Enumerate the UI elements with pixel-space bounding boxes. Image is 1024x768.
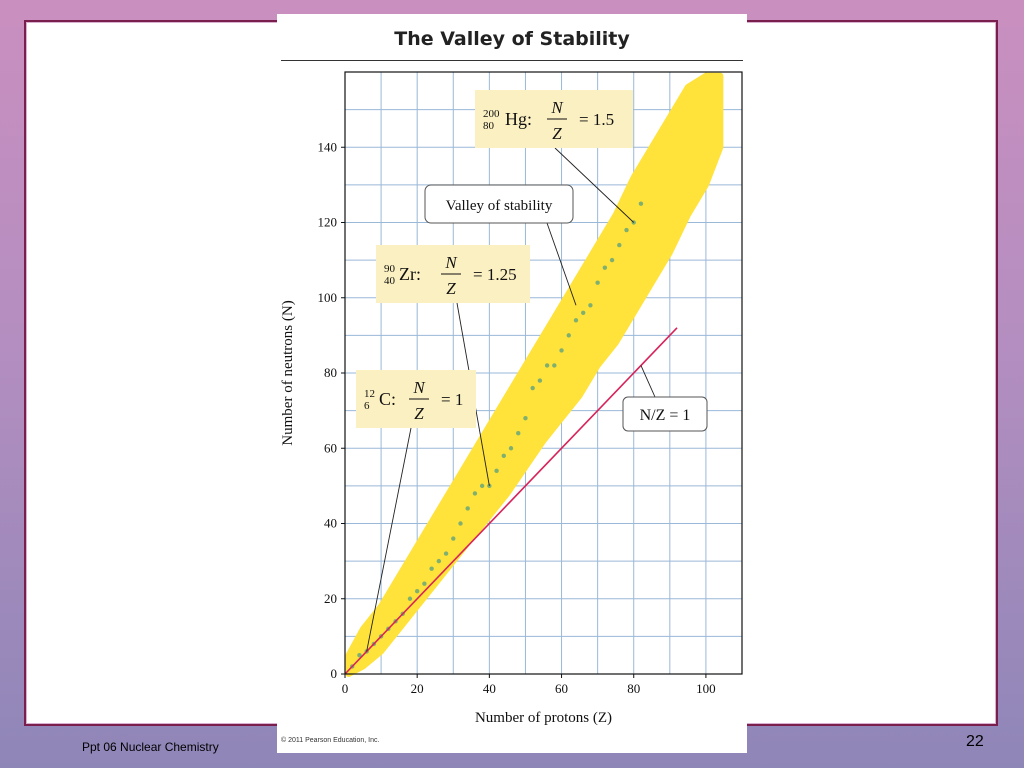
- stable-isotope-point: [407, 596, 413, 601]
- stable-isotope-point: [609, 257, 615, 263]
- x-tick-label: 0: [342, 681, 349, 696]
- callout-leader-hg: [554, 147, 635, 223]
- isotope-symbol: C:: [379, 389, 396, 409]
- isotope-symbol: Zr:: [399, 264, 421, 284]
- y-tick-label: 140: [318, 139, 338, 154]
- stable-isotope-point: [559, 348, 564, 353]
- valley-band: [345, 72, 724, 677]
- isotope-atomic-number: 6: [364, 400, 370, 412]
- ratio-value: = 1.25: [473, 265, 517, 284]
- stable-isotope-point: [552, 363, 557, 368]
- isotope-mass-number: 12: [364, 388, 375, 400]
- stable-isotope-point: [573, 318, 579, 323]
- x-tick-label: 60: [555, 681, 568, 696]
- page-number: 22: [966, 733, 984, 750]
- stable-isotope-point: [443, 551, 449, 556]
- y-tick-label: 40: [324, 516, 337, 531]
- x-tick-label: 80: [627, 681, 640, 696]
- stable-isotope-point: [523, 415, 528, 421]
- stable-isotope-point: [414, 589, 420, 594]
- isotope-atomic-number: 80: [483, 120, 495, 132]
- callout-leader-c: [366, 427, 412, 652]
- isotope-symbol: Hg:: [505, 109, 532, 129]
- copyright-text: © 2011 Pearson Education, Inc.: [281, 737, 380, 744]
- y-tick-label: 20: [324, 591, 337, 606]
- y-tick-label: 80: [324, 365, 337, 380]
- x-tick-label: 100: [696, 681, 716, 696]
- stable-isotope-point: [516, 431, 521, 436]
- callout-leader-valley: [546, 222, 577, 306]
- stable-isotope-point: [494, 468, 499, 474]
- y-tick-label: 0: [331, 666, 338, 681]
- stable-isotope-point: [544, 363, 550, 368]
- stable-isotope-point: [458, 521, 463, 526]
- nz-line-label: N/Z = 1: [640, 407, 691, 424]
- ratio-denominator: Z: [552, 124, 562, 143]
- x-axis-title: Number of protons (Z): [475, 710, 612, 726]
- stable-isotope-point: [451, 536, 456, 541]
- stable-isotope-point: [487, 483, 492, 489]
- ratio-denominator: Z: [446, 279, 456, 298]
- callout-box-valley: [424, 184, 574, 224]
- ratio-value: = 1.5: [579, 110, 614, 129]
- ratio-numerator: N: [550, 98, 564, 117]
- isotope-mass-number: 200: [483, 108, 500, 120]
- ratio-numerator: N: [412, 378, 426, 397]
- stable-isotope-point: [501, 453, 506, 458]
- stable-isotope-point: [465, 506, 470, 511]
- y-tick-label: 120: [318, 215, 338, 230]
- stable-isotope-point: [581, 310, 586, 315]
- stable-isotope-point: [588, 303, 593, 308]
- callout-box-nz: [622, 396, 708, 432]
- stable-isotope-point: [530, 385, 535, 391]
- stable-isotope-point: [617, 242, 622, 248]
- isotope-mass-number: 90: [384, 263, 396, 275]
- stable-isotope-point: [479, 483, 485, 489]
- title-rule: [281, 60, 743, 61]
- valley-chart: 0 20 40 60 80 100 0 20 40 60 80 100 120 140 Number of …: [280, 71, 743, 726]
- figure-title: The Valley of Stability: [394, 28, 630, 50]
- stable-isotope-point: [624, 227, 629, 233]
- stable-isotope-point: [595, 280, 600, 285]
- ratio-value: = 1: [441, 390, 463, 409]
- y-axis-title: Number of neutrons (N): [280, 300, 296, 445]
- valley-label: Valley of stability: [446, 198, 553, 214]
- x-tick-label: 20: [411, 681, 424, 696]
- stable-isotope-point: [602, 265, 608, 270]
- stable-isotope-point: [429, 566, 434, 571]
- stable-isotope-point: [422, 581, 427, 586]
- footer-title: Ppt 06 Nuclear Chemistry: [82, 740, 219, 754]
- stable-isotope-point: [508, 446, 514, 451]
- figure-panel: The Valley of Stability 0 20 40 60 80 100 0 20 4…: [277, 14, 747, 753]
- stable-isotope-point: [472, 491, 478, 496]
- nz-equals-one-line: [344, 327, 678, 675]
- stable-isotope-point: [436, 558, 442, 564]
- y-tick-label: 100: [318, 290, 338, 305]
- stable-isotope-point: [566, 333, 571, 338]
- stable-isotope-point: [638, 201, 644, 206]
- ratio-numerator: N: [444, 253, 458, 272]
- ratio-denominator: Z: [414, 404, 424, 423]
- isotope-atomic-number: 40: [384, 275, 396, 287]
- stable-isotope-point: [537, 378, 543, 383]
- callout-leader-nz: [640, 365, 656, 398]
- y-tick-label: 60: [324, 440, 337, 455]
- x-tick-label: 40: [483, 681, 496, 696]
- stable-isotope-point: [357, 652, 362, 658]
